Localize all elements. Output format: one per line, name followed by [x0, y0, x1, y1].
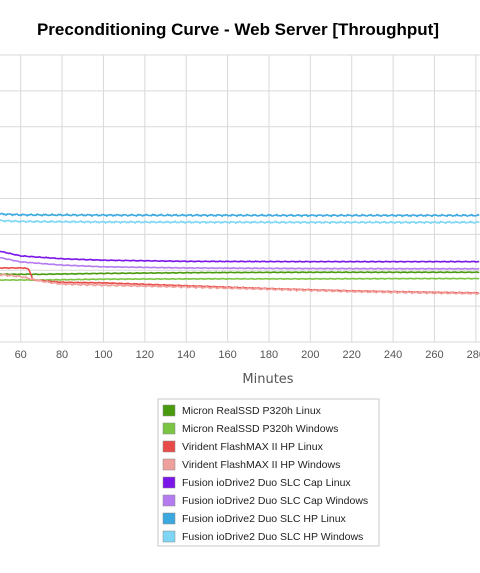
legend-entry: Virident FlashMAX II HP Windows: [182, 459, 340, 471]
series-line-4: [0, 250, 480, 263]
series-line-0: [0, 270, 480, 276]
series-line-3: [0, 273, 480, 296]
chart-title: Preconditioning Curve - Web Server [Thro…: [37, 20, 439, 39]
legend-swatch: [162, 530, 176, 543]
legend-box: [157, 398, 380, 547]
legend: Micron RealSSD P320h Linux Micron RealSSD…: [157, 398, 380, 547]
legend-entry: Virident FlashMAX II HP Linux: [182, 441, 324, 453]
legend-entry: Fusion ioDrive2 Duo SLC HP Windows: [182, 531, 363, 543]
series-line-7: [0, 219, 480, 225]
grid: [0, 54, 480, 343]
legend-entry: Fusion ioDrive2 Duo SLC Cap Linux: [182, 477, 351, 489]
x-tick-label: 100: [94, 349, 112, 361]
x-tick-label: 200: [301, 349, 319, 361]
x-tick-label: 240: [384, 349, 402, 361]
legend-entry: Fusion ioDrive2 Duo SLC Cap Windows: [182, 495, 368, 507]
series-line-5: [0, 256, 480, 270]
x-tick-label: 260: [425, 349, 443, 361]
x-tick-label: 220: [343, 349, 361, 361]
legend-swatch: [162, 440, 176, 453]
legend-swatch: [162, 494, 176, 507]
series-line-6: [0, 212, 480, 218]
legend-swatch: [162, 404, 176, 417]
legend-entry: Micron RealSSD P320h Windows: [182, 423, 338, 435]
x-axis-ticks: 60 80 100 120 140 160 180 200 220 240 260 280: [15, 349, 480, 361]
x-tick-label: 280: [467, 349, 480, 361]
x-axis-label: Minutes: [242, 372, 293, 387]
legend-entry: Micron RealSSD P320h Linux: [182, 405, 322, 417]
x-tick-label: 160: [218, 349, 236, 361]
x-tick-label: 140: [177, 349, 195, 361]
legend-swatch: [162, 458, 176, 471]
x-tick-label: 180: [260, 349, 278, 361]
legend-entry: Fusion ioDrive2 Duo SLC HP Linux: [182, 513, 347, 525]
x-tick-label: 120: [136, 349, 154, 361]
series-lines: [0, 212, 480, 296]
x-tick-label: 60: [15, 349, 27, 361]
series-line-1: [0, 277, 480, 282]
legend-swatch: [162, 476, 176, 489]
legend-swatch: [162, 422, 176, 435]
x-tick-label: 80: [56, 349, 68, 361]
legend-swatch: [162, 512, 176, 525]
